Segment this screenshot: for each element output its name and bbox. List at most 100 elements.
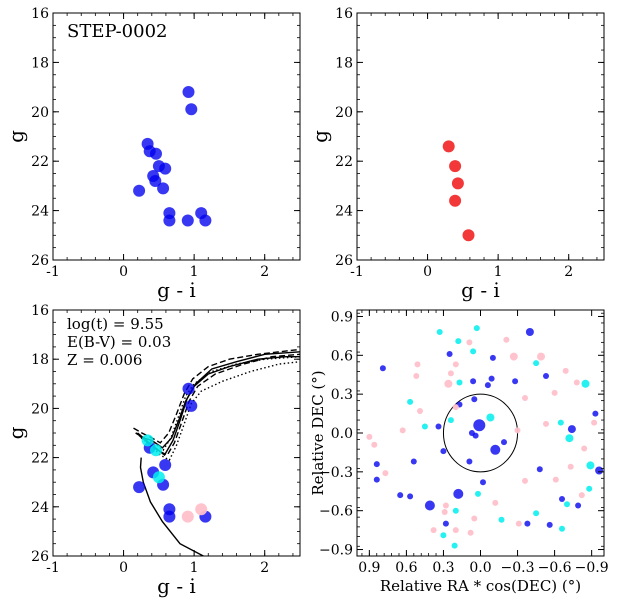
- cyan-point: [533, 360, 540, 367]
- isochrone-line-6: [139, 457, 204, 556]
- pink-point: [452, 361, 459, 368]
- members-point: [181, 214, 194, 227]
- plot-area: [366, 325, 604, 549]
- cyan-point: [475, 490, 481, 497]
- pink-point: [581, 445, 588, 452]
- y-tick-label: 16: [335, 6, 353, 22]
- pink-point: [417, 408, 423, 414]
- cyan-point: [447, 417, 454, 424]
- pink-point: [442, 502, 449, 509]
- plot-area: [133, 348, 300, 556]
- y-tick-label: 26: [31, 549, 49, 565]
- x-axis-label: g - i: [157, 278, 196, 302]
- blue-point: [490, 444, 501, 455]
- y-tick-label: 0.0: [331, 426, 353, 442]
- x-tick-label: 0: [119, 264, 128, 280]
- y-tick-label: 0.3: [331, 387, 353, 403]
- blue-point: [484, 382, 491, 389]
- axes-frame: [356, 12, 605, 261]
- cyan-point: [586, 485, 593, 492]
- cyan-point: [559, 525, 565, 532]
- cyan-point: [470, 348, 477, 355]
- cyan-point: [486, 413, 495, 422]
- cmd-panel-bottom-left: -1 0 1 2 16 18 20 22 24 26 g - i g log(t) = 9.55E(B-…: [4, 303, 301, 598]
- blue-point: [595, 466, 604, 475]
- x-tick-label: 2: [260, 560, 269, 576]
- members-point: [185, 103, 198, 116]
- pink-point: [562, 367, 569, 374]
- x-tick-label: 1: [190, 264, 199, 280]
- x-tick-label: -1: [46, 560, 60, 576]
- pink-point: [567, 463, 574, 470]
- x-tick-label: −0.3: [501, 560, 535, 576]
- pink-point: [447, 370, 454, 377]
- pink-point: [452, 404, 459, 411]
- pink-point: [181, 510, 194, 523]
- cyan-point: [498, 516, 505, 523]
- y-tick-label: 22: [31, 451, 49, 467]
- blue-point: [471, 396, 478, 403]
- isochrone-line-2: [133, 348, 300, 444]
- x-tick-label: 2: [260, 264, 269, 280]
- members-point: [182, 86, 195, 98]
- cyan-point: [586, 461, 595, 470]
- blue-point: [440, 448, 447, 455]
- cyan-point: [152, 471, 165, 484]
- isochrone-line-1: [137, 351, 300, 457]
- y-tick-label: 26: [335, 253, 353, 269]
- pink-point: [444, 379, 453, 388]
- cyan-point: [421, 423, 428, 430]
- blue-point: [424, 500, 435, 511]
- pink-point: [430, 527, 437, 534]
- members-point: [157, 182, 170, 195]
- blue-point: [442, 520, 449, 527]
- pink-point: [467, 529, 474, 536]
- blue-point: [159, 459, 172, 471]
- y-tick-label: 18: [31, 55, 49, 71]
- blue-point: [501, 439, 507, 446]
- y-tick-label: 24: [335, 204, 353, 220]
- members-point: [159, 162, 172, 175]
- pink-point: [195, 503, 208, 516]
- y-tick-label: 20: [31, 105, 49, 121]
- members-point: [199, 214, 212, 227]
- blue-point: [373, 461, 380, 468]
- pink-point: [591, 419, 598, 426]
- y-tick-label: 24: [31, 500, 49, 516]
- y-tick-label: 0.6: [331, 348, 353, 364]
- cyan-point: [456, 379, 463, 386]
- y-tick-label: −0.6: [319, 504, 353, 520]
- y-tick-label: 24: [31, 204, 49, 220]
- pink-point: [503, 336, 510, 343]
- y-tick-label: 0.9: [331, 309, 353, 325]
- pink-point: [543, 420, 549, 427]
- selected-point: [449, 194, 462, 207]
- cyan-point: [440, 532, 447, 539]
- cyan-point: [455, 338, 462, 345]
- blue-point: [567, 425, 576, 434]
- blue-point: [488, 375, 495, 382]
- blue-point: [182, 382, 195, 395]
- blue-point: [489, 354, 496, 361]
- y-tick-label: −0.3: [319, 465, 353, 481]
- pink-point: [514, 427, 521, 434]
- pink-point: [552, 476, 559, 483]
- members-point: [163, 214, 176, 227]
- y-tick-label: 18: [335, 55, 353, 71]
- pink-point: [573, 379, 580, 386]
- y-tick-label: 22: [335, 154, 353, 170]
- blue-point: [379, 365, 386, 372]
- blue-point: [543, 373, 549, 379]
- x-tick-label: 0.3: [432, 560, 454, 576]
- selected-point: [449, 160, 462, 173]
- y-tick-label: 20: [335, 105, 353, 121]
- blue-point: [468, 430, 475, 436]
- pink-point: [522, 395, 528, 401]
- blue-point: [133, 481, 146, 494]
- blue-point: [453, 488, 464, 499]
- cyan-point: [533, 510, 540, 517]
- pink-point: [522, 477, 528, 484]
- ticks: -1 0 1 2 16 18 20 22 24 26: [335, 6, 604, 280]
- x-tick-label: 1: [494, 264, 503, 280]
